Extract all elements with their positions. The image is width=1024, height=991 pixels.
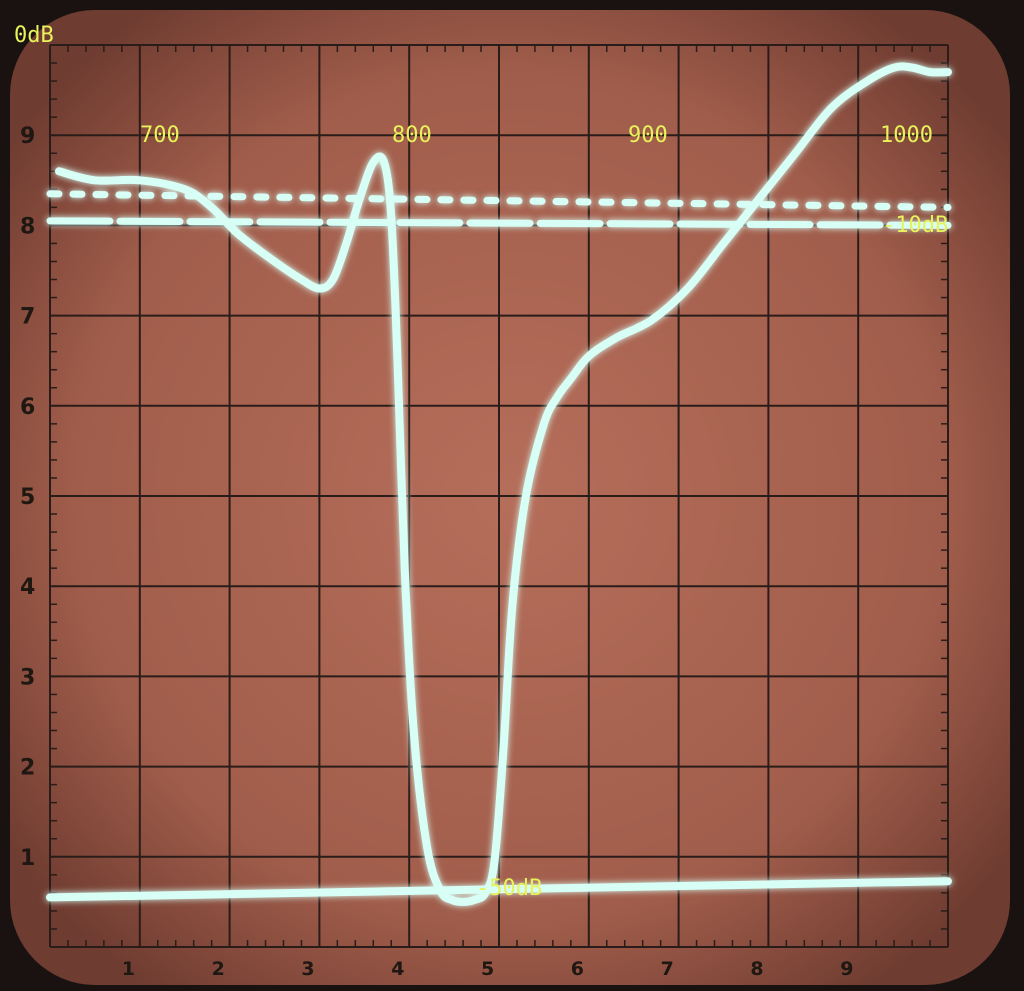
y-scale-label: 7 bbox=[20, 305, 35, 330]
trace-solid-0 bbox=[55, 62, 952, 906]
x-scale-label: 3 bbox=[301, 958, 314, 980]
freq-label-800: 800 bbox=[392, 123, 432, 148]
label-0db: 0dB bbox=[14, 23, 54, 48]
x-scale-label: 5 bbox=[481, 958, 494, 980]
y-scale-label: 9 bbox=[20, 124, 35, 149]
trace-dashed-1 bbox=[46, 217, 952, 229]
x-scale-label: 8 bbox=[750, 958, 763, 980]
y-scale-label: 4 bbox=[20, 575, 35, 600]
label-minus50db: -50dB bbox=[476, 876, 542, 901]
freq-label-700: 700 bbox=[140, 123, 180, 148]
traces bbox=[46, 62, 952, 906]
x-scale-label: 4 bbox=[391, 958, 404, 980]
x-scale-label: 2 bbox=[212, 958, 225, 980]
x-scale-label: 9 bbox=[840, 958, 853, 980]
freq-label-1000: 1000 bbox=[880, 123, 933, 148]
y-scale-label: 5 bbox=[20, 485, 35, 510]
y-scale-labels: 9 8 7 6 5 4 3 2 1 bbox=[20, 124, 35, 871]
y-scale-label: 6 bbox=[20, 395, 35, 420]
crt-face bbox=[10, 10, 1010, 985]
y-scale-label: 3 bbox=[20, 665, 35, 690]
x-scale-labels: 1 2 3 4 5 6 7 8 9 bbox=[122, 958, 854, 980]
y-scale-label: 2 bbox=[20, 756, 35, 781]
freq-label-900: 900 bbox=[628, 123, 668, 148]
y-scale-label: 8 bbox=[20, 214, 35, 239]
trace-solid-3 bbox=[46, 877, 952, 902]
x-scale-label: 6 bbox=[571, 958, 584, 980]
label-minus10db: -10dB bbox=[882, 213, 948, 238]
x-scale-label: 7 bbox=[661, 958, 674, 980]
trace-dotted-2 bbox=[46, 190, 952, 211]
x-scale-label: 1 bbox=[122, 958, 135, 980]
y-scale-label: 1 bbox=[20, 846, 35, 871]
frequency-labels: 700 800 900 1000 bbox=[140, 123, 933, 148]
